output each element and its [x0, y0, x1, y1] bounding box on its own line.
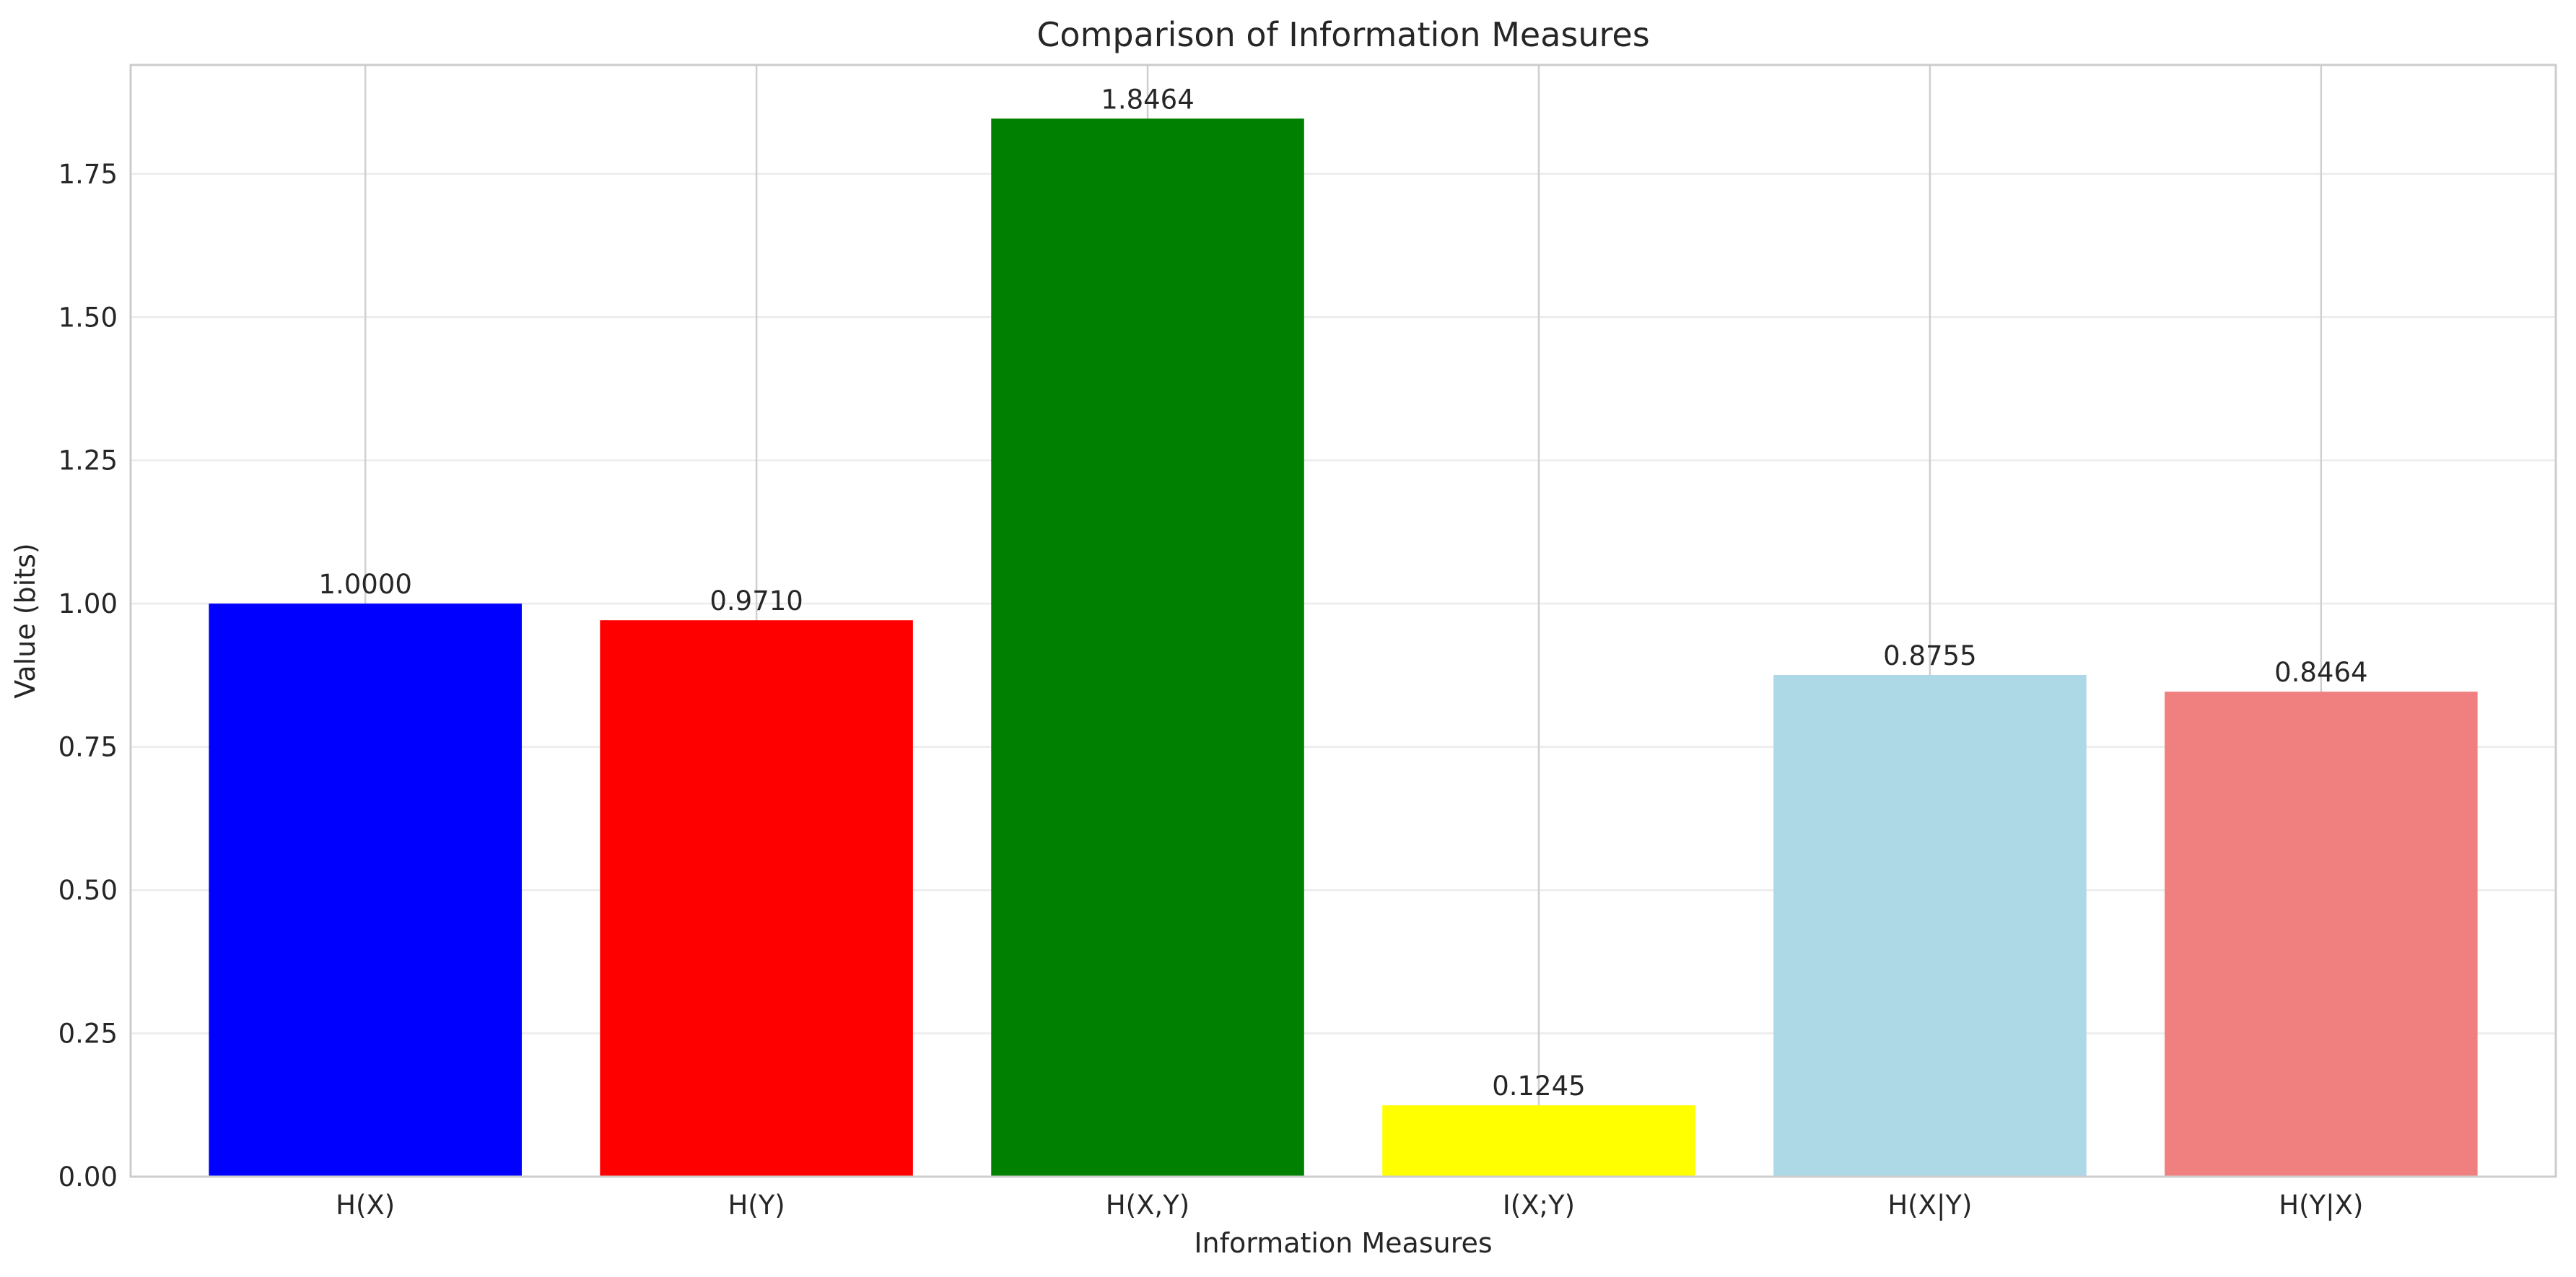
bar-value-label: 0.1245 — [1492, 1071, 1585, 1102]
x-tick-label: H(Y|X) — [2279, 1190, 2363, 1221]
x-tick-label: H(X) — [336, 1190, 395, 1221]
bar-value-label: 1.0000 — [318, 569, 411, 600]
value-labels: 1.0000 0.9710 1.8464 0.1245 0.8755 0.8464 — [318, 84, 2367, 1102]
y-tick-label: 1.00 — [58, 588, 118, 619]
x-tick-label: H(X|Y) — [1887, 1190, 1972, 1221]
bar-value-label: 0.9710 — [710, 585, 803, 616]
y-tick-label: 0.00 — [58, 1161, 118, 1193]
bar — [1773, 675, 2087, 1177]
y-tick-label: 0.75 — [58, 732, 118, 763]
bars — [209, 118, 2478, 1177]
bar-value-label: 0.8464 — [2274, 657, 2367, 688]
y-axis-label: Value (bits) — [9, 543, 41, 698]
bar — [1382, 1105, 1695, 1177]
plot-frame — [129, 64, 2557, 1178]
bar — [2165, 692, 2478, 1177]
bar-value-label: 1.8464 — [1101, 84, 1194, 115]
bar — [991, 118, 1304, 1177]
plot-border — [129, 64, 2557, 1178]
y-tick-label: 0.25 — [58, 1019, 118, 1050]
y-tick-label: 1.25 — [58, 445, 118, 476]
bar — [209, 603, 522, 1177]
chart-title: Comparison of Information Measures — [1036, 15, 1649, 54]
y-tick-label: 1.75 — [58, 159, 118, 190]
x-tick-label: H(Y) — [728, 1190, 785, 1221]
x-tick-label: I(X;Y) — [1503, 1190, 1575, 1221]
y-tick-label: 1.50 — [58, 302, 118, 333]
bar — [600, 620, 913, 1177]
x-tick-label: H(X,Y) — [1106, 1190, 1189, 1221]
y-tick-label: 0.50 — [58, 875, 118, 906]
bar-value-label: 0.8755 — [1883, 640, 1976, 671]
x-axis-label: Information Measures — [1194, 1227, 1492, 1259]
tick-labels: 0.00 0.25 0.50 0.75 1.00 1.25 1.50 1.75 H(X) H(Y)… — [58, 159, 2364, 1221]
